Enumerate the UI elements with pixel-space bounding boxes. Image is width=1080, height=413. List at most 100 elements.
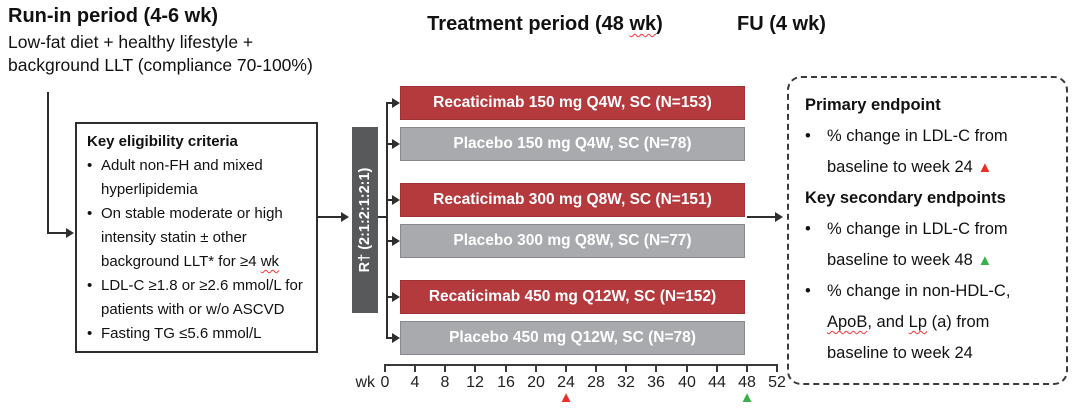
secondary-endpoint-bullet-2: • % change in non-HDL-C, ApoB, and Lp (a… <box>805 276 1056 369</box>
week-axis: wk 0 4 8 12 16 20 24 28 32 36 40 44 48 5… <box>355 361 795 413</box>
branch-arrowhead-icon <box>392 139 400 149</box>
line-pre: baseline to week 48 <box>827 251 978 269</box>
secondary-endpoint-marker-icon: ▲ <box>739 389 755 406</box>
runin-connector-hline <box>47 232 69 234</box>
arms-to-endpoints-line <box>747 216 777 218</box>
treatment-title-wavy: wk <box>629 13 657 35</box>
followup-period-title: FU (4 wk) <box>737 13 826 35</box>
branch-arrowhead-icon <box>392 98 400 108</box>
line: hyperlipidemia <box>101 181 198 198</box>
treatment-title-pre: Treatment period (48 <box>427 13 630 35</box>
green-triangle-icon: ▲ <box>977 252 993 269</box>
axis-tick: 28 <box>587 364 605 391</box>
line: Adult non-FH and mixed <box>101 157 263 174</box>
arm-bar-recaticimab-300-q8w: Recaticimab 300 mg Q8W, SC (N=151) <box>400 183 745 217</box>
tick-label: 28 <box>587 374 605 391</box>
line: % change in non-HDL-C, <box>827 282 1011 300</box>
eligibility-to-r-arrowhead-icon <box>341 212 349 222</box>
axis-line <box>385 364 778 366</box>
bullet-icon: • <box>87 277 93 294</box>
branch-arrowhead-icon <box>392 333 400 343</box>
line: baseline to week 48 ▲ <box>827 245 1008 276</box>
axis-tick: 8 <box>441 364 449 391</box>
line: baseline to week 24 <box>827 344 973 362</box>
axis-tick: 36 <box>647 364 665 391</box>
line-pre: background LLT* for ≥4 <box>101 253 261 270</box>
tick-label: 40 <box>678 374 696 391</box>
axis-tick: 48 <box>738 364 756 391</box>
tick-label: 8 <box>440 374 450 391</box>
runin-description: Low-fat diet + healthy lifestyle + backg… <box>8 31 313 77</box>
eligibility-criteria-box: Key eligibility criteria • Adult non-FH … <box>75 122 318 353</box>
arm-bar-placebo-450-q12w: Placebo 450 mg Q12W, SC (N=78) <box>400 321 745 355</box>
eligibility-bullet-4: • Fasting TG ≤5.6 mmol/L <box>87 322 310 346</box>
runin-period-title: Run-in period (4-6 wk) <box>8 5 218 27</box>
apob-wavy: ApoB <box>827 313 868 331</box>
axis-unit-label: wk <box>355 374 375 391</box>
line-mid: , and <box>867 313 909 331</box>
tick-label: 48 <box>738 374 756 391</box>
r-branch-vline <box>386 102 388 339</box>
arm-bar-placebo-150-q4w: Placebo 150 mg Q4W, SC (N=78) <box>400 127 745 161</box>
line: patients with or w/o ASCVD <box>101 301 285 318</box>
secondary-endpoint-bullet-1: • % change in LDL-C from baseline to wee… <box>805 214 1056 276</box>
line-pre: baseline to week 24 <box>827 158 978 176</box>
axis-tick: 24 <box>557 364 575 391</box>
bullet-icon: • <box>805 282 811 300</box>
primary-endpoint-marker-icon: ▲ <box>558 389 574 406</box>
line: LDL-C ≥1.8 or ≥2.6 mmol/L for <box>101 277 303 294</box>
tick-label: 52 <box>768 374 786 391</box>
axis-tick: 4 <box>411 364 419 391</box>
bullet-icon: • <box>87 325 93 342</box>
axis-tick: 52 <box>768 364 786 391</box>
tick-label: 32 <box>617 374 635 391</box>
line: background LLT* for ≥4 wk <box>101 250 283 274</box>
bullet-icon: • <box>805 127 811 145</box>
axis-tick: 12 <box>466 364 484 391</box>
line-post: (a) from <box>927 313 990 331</box>
arm-bar-recaticimab-450-q12w: Recaticimab 450 mg Q12W, SC (N=152) <box>400 280 745 314</box>
axis-tick: 32 <box>617 364 635 391</box>
tick-label: 12 <box>466 374 484 391</box>
lp-wavy: Lp <box>908 313 928 331</box>
eligibility-bullet-1: • Adult non-FH and mixed hyperlipidemia <box>87 154 310 202</box>
axis-tick: 16 <box>497 364 515 391</box>
bullet-icon: • <box>87 157 93 174</box>
branch-line-5 <box>386 296 394 298</box>
eligibility-bullet-2-text: On stable moderate or high intensity sta… <box>101 202 283 274</box>
line: Fasting TG ≤5.6 mmol/L <box>101 325 262 342</box>
branch-line-2 <box>386 143 394 145</box>
eligibility-bullet-1-text: Adult non-FH and mixed hyperlipidemia <box>101 154 263 202</box>
branch-arrowhead-icon <box>392 236 400 246</box>
axis-tick: 0 <box>381 364 389 391</box>
axis-tick: 44 <box>708 364 726 391</box>
primary-endpoint-text: % change in LDL-C from baseline to week … <box>827 121 1008 183</box>
line: baseline to week 24 ▲ <box>827 152 1008 183</box>
axis-tick: 40 <box>678 364 696 391</box>
tick-label: 24 <box>557 374 575 391</box>
r-branch-stub <box>378 216 388 218</box>
branch-line-6 <box>386 337 394 339</box>
randomization-box: R† (2:1:2:1:2:1) <box>352 127 378 313</box>
tick-label: 4 <box>410 374 420 391</box>
eligibility-bullet-4-text: Fasting TG ≤5.6 mmol/L <box>101 322 262 346</box>
primary-endpoint-title: Primary endpoint <box>805 96 941 114</box>
line: % change in LDL-C from <box>827 220 1008 238</box>
randomization-ratio-label: R† (2:1:2:1:2:1) <box>357 167 373 273</box>
endpoints-box: Primary endpoint • % change in LDL-C fro… <box>787 76 1068 385</box>
secondary-endpoints-title: Key secondary endpoints <box>805 189 1006 207</box>
tick-label: 36 <box>647 374 665 391</box>
branch-arrowhead-icon <box>392 195 400 205</box>
bullet-icon: • <box>805 220 811 238</box>
line-wavy: wk <box>260 253 280 270</box>
bullet-icon: • <box>87 205 93 222</box>
line: % change in LDL-C from <box>827 127 1008 145</box>
line: On stable moderate or high <box>101 205 283 222</box>
line: intensity statin ± other <box>101 229 247 246</box>
primary-endpoint-bullet: • % change in LDL-C from baseline to wee… <box>805 121 1056 183</box>
branch-line-3 <box>386 199 394 201</box>
eligibility-title: Key eligibility criteria <box>87 133 238 150</box>
tick-label: 0 <box>380 374 390 391</box>
runin-line2: background LLT (compliance 70-100%) <box>8 55 313 75</box>
